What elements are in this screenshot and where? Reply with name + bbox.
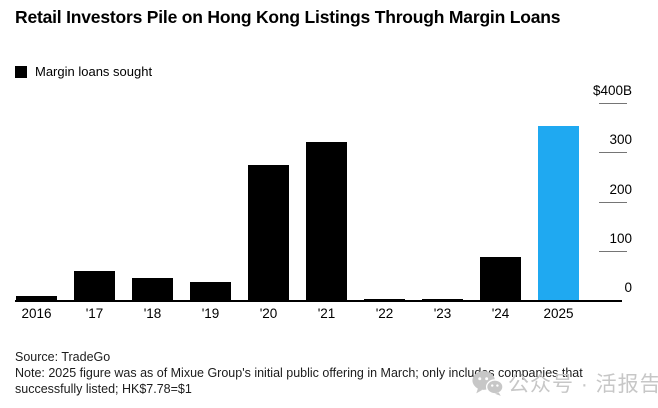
watermark-text: 公众号 · 活报告 [508, 373, 658, 396]
x-tick-label: 2025 [543, 306, 574, 321]
y-tick-label: 300 [609, 132, 632, 148]
y-tick-label: 0 [624, 280, 632, 295]
bar-2025 [538, 126, 579, 300]
bar-20 [248, 164, 289, 300]
x-axis-line [15, 300, 622, 302]
x-tick-label: '22 [375, 306, 394, 321]
bar-2016 [16, 296, 57, 300]
y-tick-line [599, 103, 627, 104]
y-tick-line [599, 201, 627, 203]
bar-17 [74, 271, 115, 300]
y-tick-label: 100 [609, 230, 632, 246]
chart-footer: Source: TradeGo Note: 2025 figure was as… [15, 349, 639, 397]
bar-18 [132, 277, 173, 300]
source-text: Source: TradeGo [15, 350, 111, 364]
watermark: 公众号 · 活报告 [472, 368, 658, 398]
x-tick-label: '24 [491, 306, 510, 321]
legend-swatch [15, 65, 27, 78]
x-tick-label: 2016 [21, 306, 52, 321]
bar-21 [306, 142, 347, 300]
bar-19 [190, 281, 231, 300]
bar-24 [480, 256, 521, 300]
bar-22 [364, 299, 405, 300]
y-tick-label: $400B [592, 83, 632, 98]
x-tick-label: '21 [317, 306, 336, 321]
x-tick-label: '19 [201, 306, 220, 321]
bar-23 [422, 298, 463, 300]
x-tick-label: '23 [433, 306, 452, 321]
note-text: Note: 2025 figure was as of Mixue Group'… [15, 366, 583, 396]
x-tick-label: '17 [85, 306, 104, 321]
y-tick-label: 200 [609, 181, 632, 197]
legend: Margin loans sought [15, 64, 152, 79]
x-tick-label: '20 [259, 306, 278, 321]
legend-label: Margin loans sought [35, 64, 153, 79]
y-tick-line [599, 250, 627, 252]
wechat-icon [472, 370, 504, 396]
chart-title: Retail Investors Pile on Hong Kong Listi… [15, 7, 561, 27]
y-tick-line [599, 152, 627, 154]
x-tick-label: '18 [143, 306, 162, 321]
